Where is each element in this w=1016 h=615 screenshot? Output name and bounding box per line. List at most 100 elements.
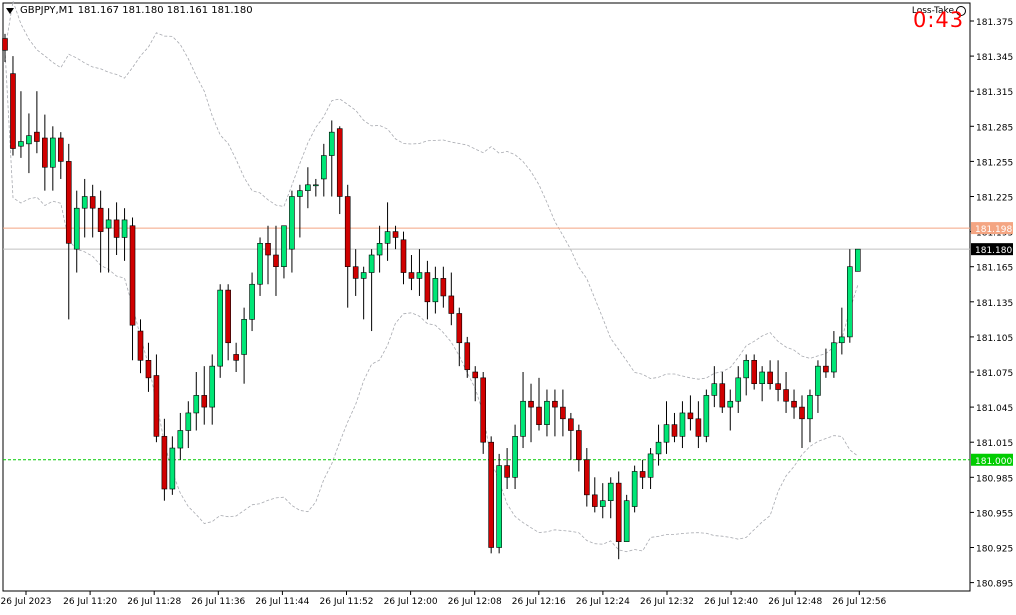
bull-candle	[679, 412, 686, 437]
y-tick-label: 181.075	[976, 369, 1013, 379]
bull-candle	[711, 383, 718, 396]
bull-candle	[320, 155, 327, 180]
bear-candle	[536, 406, 542, 425]
bear-candle	[639, 471, 646, 478]
bull-candle	[73, 207, 80, 250]
bull-candle	[257, 243, 263, 285]
bear-candle	[336, 128, 343, 197]
y-tick-label: 181.105	[976, 334, 1013, 344]
bull-candle	[520, 400, 526, 437]
take-level-label: 181.198	[975, 225, 1012, 235]
bull-candle	[727, 400, 734, 408]
bear-candle	[783, 389, 789, 402]
dropdown-triangle-icon[interactable]	[6, 7, 14, 14]
y-tick-label: 181.135	[976, 299, 1013, 309]
bear-candle	[480, 377, 487, 443]
bull-candle	[177, 430, 184, 449]
bull-candle	[631, 471, 638, 507]
bear-candle	[584, 459, 590, 496]
x-tick-label: 26 Jul 11:28	[127, 597, 181, 607]
bear-candle	[265, 243, 271, 256]
bull-candle	[432, 278, 439, 303]
chart-header: GBPJPY,M1 181.167 181.180 181.161 181.18…	[6, 5, 253, 16]
bear-candle	[456, 313, 463, 344]
bull-candle	[703, 395, 710, 437]
x-tick-label: 26 Jul 12:08	[448, 597, 502, 607]
bull-candle	[368, 254, 375, 273]
bull-candle	[18, 141, 24, 147]
y-tick-label: 181.045	[976, 404, 1013, 414]
y-tick-label: 181.315	[976, 88, 1013, 98]
bull-candle	[209, 365, 216, 408]
bear-candle	[2, 38, 8, 51]
bull-candle	[249, 283, 255, 320]
x-tick-label: 26 Jul 11:44	[255, 597, 309, 607]
bear-candle	[504, 465, 510, 478]
bull-candle	[241, 319, 247, 355]
loss-level-label: 181.000	[975, 457, 1012, 467]
x-tick-label: 26 Jul 11:20	[63, 597, 117, 607]
bear-candle	[687, 412, 694, 420]
bear-candle	[137, 330, 144, 361]
bear-candle	[10, 73, 16, 149]
x-tick-label: 26 Jul 12:16	[512, 597, 566, 607]
bull-candle	[815, 365, 821, 396]
y-tick-label: 180.895	[976, 580, 1013, 590]
bull-candle	[807, 395, 813, 420]
loss-take-indicator[interactable]: Loss-Take	[912, 6, 966, 16]
bull-candle	[544, 400, 550, 425]
x-tick-label: 26 Jul 2023	[1, 597, 52, 607]
x-tick-label: 26 Jul 11:52	[320, 597, 374, 607]
bear-candle	[400, 239, 407, 273]
bear-candle	[472, 371, 479, 379]
bull-candle	[81, 196, 88, 209]
bear-candle	[823, 365, 829, 373]
y-tick-label: 181.345	[976, 53, 1013, 63]
band-upper	[4, 0, 859, 380]
bear-candle	[568, 418, 574, 431]
bear-candle	[440, 278, 447, 297]
bear-candle	[273, 254, 279, 267]
bear-candle	[775, 383, 781, 390]
x-tick-label: 26 Jul 12:32	[640, 597, 694, 607]
x-tick-label: 26 Jul 12:56	[832, 597, 886, 607]
x-tick-label: 26 Jul 12:40	[704, 597, 758, 607]
bull-candle	[26, 135, 32, 145]
bull-candle	[169, 447, 176, 490]
bear-candle	[65, 161, 72, 244]
bull-candle	[655, 441, 662, 455]
y-tick-label: 181.285	[976, 123, 1013, 133]
bear-candle	[791, 400, 797, 408]
bear-candle	[591, 494, 598, 507]
bear-candle	[615, 482, 622, 542]
bull-candle	[289, 196, 295, 250]
bear-candle	[89, 196, 96, 209]
bull-candle	[663, 424, 670, 443]
bear-candle	[552, 400, 558, 408]
y-tick-label: 181.165	[976, 264, 1013, 274]
bull-candle	[743, 359, 750, 379]
bull-candle	[376, 243, 383, 256]
y-tick-label: 181.015	[976, 439, 1013, 449]
bull-candle	[839, 336, 845, 344]
bull-candle	[512, 436, 518, 478]
y-tick-label: 181.375	[976, 18, 1013, 28]
bear-candle	[153, 375, 160, 437]
bull-candle	[50, 137, 56, 168]
plot-frame	[2, 2, 971, 592]
clock-icon	[956, 6, 966, 16]
bull-candle	[847, 266, 853, 338]
bull-candle	[759, 371, 765, 384]
x-tick-label: 26 Jul 12:48	[768, 597, 822, 607]
bear-candle	[201, 395, 208, 408]
x-tick-label: 26 Jul 11:36	[191, 597, 245, 607]
bear-candle	[129, 225, 136, 326]
bear-candle	[488, 441, 494, 548]
loss-take-label: Loss-Take	[911, 6, 954, 16]
y-tick-label: 180.925	[976, 545, 1013, 555]
bull-candle	[384, 231, 391, 244]
bull-candle	[305, 184, 311, 191]
bull-candle	[607, 482, 614, 501]
